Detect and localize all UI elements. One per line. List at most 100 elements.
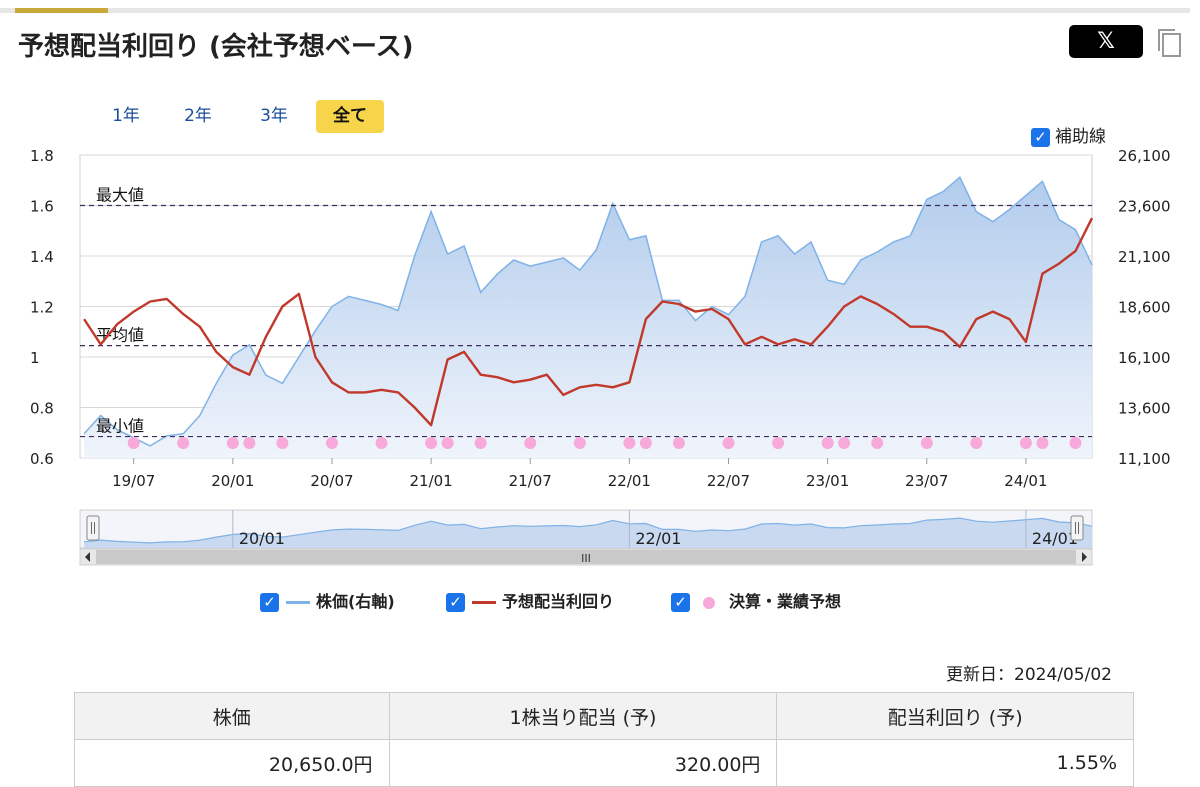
yield-line [83,217,1094,427]
x-tick-label: 20/07 [310,472,353,490]
share-x-button[interactable]: 𝕏 [1069,25,1143,58]
y-left-tick-label: 1 [30,349,40,367]
event-marker [672,437,685,449]
event-marker [920,437,933,449]
reference-line-label: 最小値 [96,417,144,436]
event-marker [838,437,851,449]
event-marker [375,437,388,449]
event-marker [722,437,735,449]
legend-item-events[interactable]: ✓ 決算・業績予想 [671,590,841,614]
navigator-label: 20/01 [239,529,285,548]
x-tick-label: 21/01 [409,472,452,490]
event-marker [524,437,537,449]
aux-lines-toggle[interactable]: ✓ 補助線 [1031,122,1106,147]
table-header-row: 株価 1株当り配当 (予) 配当利回り (予) [74,692,1134,740]
event-marker [970,437,983,449]
event-marker [177,437,190,449]
reference-line-label: 最大値 [96,186,144,205]
copy-icon[interactable] [1156,28,1182,58]
dividend-value: 320.00円 [388,739,778,787]
x-tick-label: 21/07 [509,472,552,490]
price-line [83,175,1093,447]
dot-swatch-icon [703,596,715,609]
y-left-tick-label: 1.6 [30,198,54,216]
range-3y-button[interactable]: 3年 [260,106,288,126]
x-tick-label: 19/07 [112,472,155,490]
y-left-tick-label: 0.8 [30,400,54,418]
checkbox-checked-icon[interactable]: ✓ [671,593,690,612]
summary-table: 株価 1株当り配当 (予) 配当利回り (予) 20,650.0円 320.00… [74,692,1134,787]
event-marker [623,437,636,449]
event-marker [772,437,785,449]
event-marker [474,437,487,449]
y-right-tick-label: 21,100 [1118,248,1171,266]
y-right-tick-label: 13,600 [1118,400,1171,418]
x-tick-label: 22/07 [707,472,750,490]
scroll-right-icon[interactable] [1082,552,1087,562]
y-left-tick-label: 1.4 [30,248,54,266]
event-marker [821,437,834,449]
event-marker [1069,437,1082,449]
updated-date: 更新日：2024/05/02 [946,665,1112,685]
legend-item-price[interactable]: ✓ 株価(右軸) [260,590,395,614]
x-tick-label: 23/01 [806,472,849,490]
navigator-handle[interactable] [1070,515,1084,541]
y-right-tick-label: 18,600 [1118,299,1171,317]
line-swatch-icon [472,601,496,604]
legend-label-yield: 予想配当利回り [502,592,615,611]
yield-value: 1.55% [776,739,1134,787]
y-right-tick-label: 26,100 [1118,147,1171,165]
navigator-line [84,517,1093,544]
checkbox-checked-icon[interactable]: ✓ [1031,127,1050,147]
y-right-tick-label: 11,100 [1118,450,1171,468]
event-marker [639,437,652,449]
navigator-handle[interactable] [86,515,100,541]
range-all-button[interactable]: 全て [316,100,384,133]
x-tick-label: 22/01 [608,472,651,490]
legend-item-yield[interactable]: ✓ 予想配当利回り [446,590,614,614]
navigator-label: 22/01 [635,529,681,548]
event-marker [425,437,438,449]
event-marker [1036,437,1049,449]
price-value: 20,650.0円 [74,739,390,787]
x-tick-label: 20/01 [211,472,254,490]
event-marker [325,437,338,449]
line-swatch-icon [286,601,310,604]
range-2y-button[interactable]: 2年 [184,106,212,126]
accent-mark [15,8,108,13]
event-marker [441,437,454,449]
event-marker [573,437,586,449]
legend-label-events: 決算・業績予想 [729,592,842,611]
legend-label-price: 株価(右軸) [316,592,395,611]
checkbox-checked-icon[interactable]: ✓ [446,593,465,612]
y-left-tick-label: 1.2 [30,299,54,317]
table-row: 20,650.0円 320.00円 1.55% [74,739,1134,787]
table-header: 配当利回り (予) [776,692,1134,740]
table-header: 株価 [74,692,390,740]
event-marker [276,437,289,449]
chart-legend: ✓ 株価(右軸) ✓ 予想配当利回り ✓ 決算・業績予想 [0,590,1200,616]
page-title: 予想配当利回り (会社予想ベース) [18,32,414,62]
checkbox-checked-icon[interactable]: ✓ [260,593,279,612]
event-marker [243,437,256,449]
event-marker [1019,437,1032,449]
top-accent-bar [0,8,1190,13]
range-1y-button[interactable]: 1年 [112,106,140,126]
scroll-left-icon[interactable] [85,552,90,562]
table-header: 1株当り配当 (予) [388,692,778,740]
price-area [84,177,1093,458]
navigator-label: 24/01 [1032,529,1078,548]
y-right-tick-label: 16,100 [1118,349,1171,367]
event-marker [871,437,884,449]
event-marker [127,437,140,449]
y-left-tick-label: 0.6 [30,450,54,468]
aux-lines-label: 補助線 [1055,127,1106,147]
navigator-area [84,518,1093,548]
scrollbar-grip: III [581,552,591,565]
reference-line-label: 平均値 [96,326,144,345]
event-marker [226,437,239,449]
x-tick-label: 23/07 [905,472,948,490]
scrollbar-thumb[interactable] [96,550,1076,564]
y-left-tick-label: 1.8 [30,147,54,165]
